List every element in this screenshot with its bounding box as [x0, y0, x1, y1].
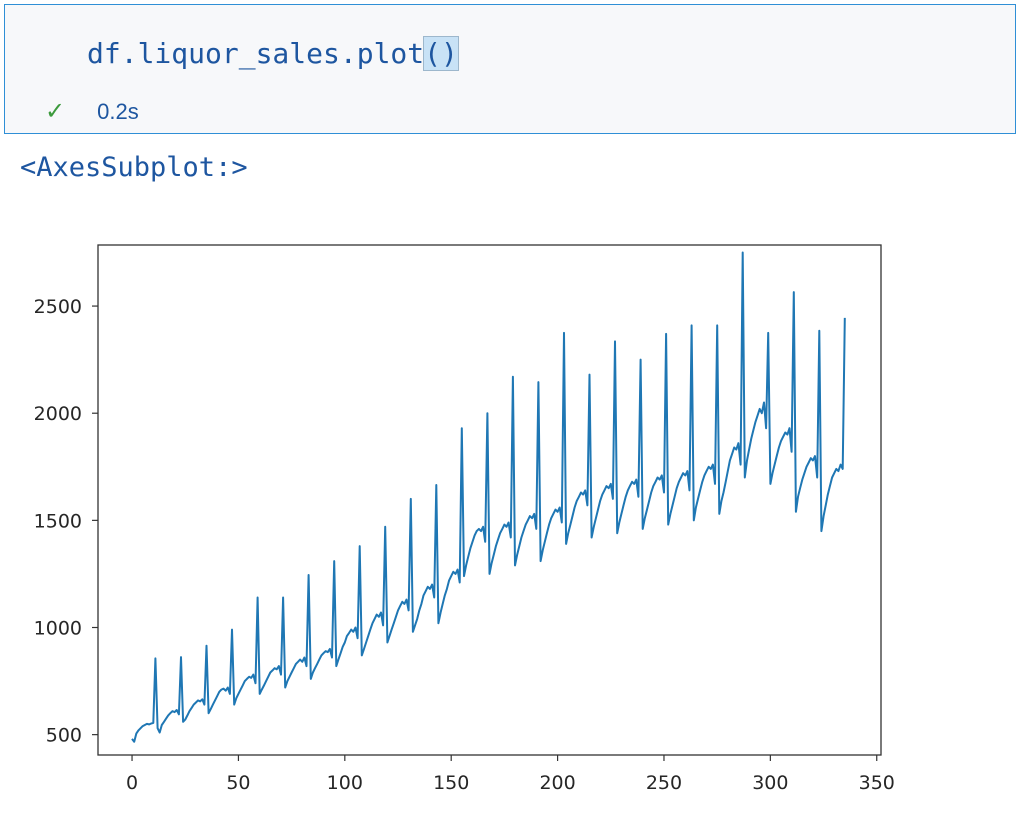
y-tick-label: 500: [46, 725, 82, 747]
y-tick-label: 1000: [34, 618, 82, 640]
y-tick-label: 2000: [34, 403, 82, 425]
x-tick-label: 300: [752, 772, 788, 794]
code-line[interactable]: df.liquor_sales.plot(): [87, 36, 459, 71]
x-tick-label: 150: [433, 772, 469, 794]
x-tick-label: 350: [859, 772, 895, 794]
cell-output-text: <AxesSubplot:>: [20, 152, 248, 183]
x-tick-label: 250: [646, 772, 682, 794]
code-cell[interactable]: df.liquor_sales.plot() ✓ 0.2s: [4, 4, 1016, 134]
code-text: df.liquor_sales.plot: [87, 37, 425, 70]
x-tick-label: 200: [539, 772, 575, 794]
matched-parens: (): [423, 36, 459, 71]
y-tick-label: 2500: [34, 296, 82, 318]
x-tick-label: 0: [126, 772, 138, 794]
execution-status: ✓ 0.2s: [45, 97, 139, 126]
x-tick-label: 50: [226, 772, 250, 794]
y-tick-label: 1500: [34, 510, 82, 532]
execution-time: 0.2s: [97, 98, 139, 124]
check-icon: ✓: [45, 98, 66, 125]
series-line: [131, 251, 846, 743]
x-tick-label: 100: [327, 772, 363, 794]
